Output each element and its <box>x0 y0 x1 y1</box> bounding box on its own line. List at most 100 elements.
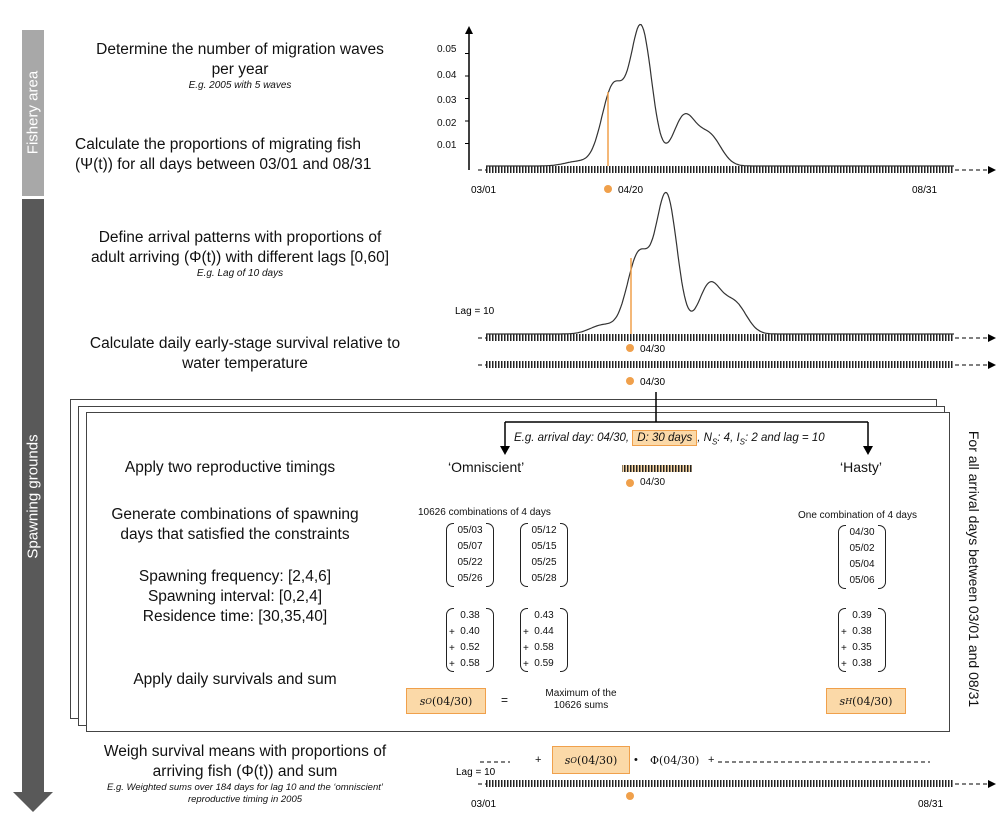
step-weigh-survival-example: E.g. Weighted sums over 184 days for lag… <box>106 782 383 805</box>
plus-sign: + <box>449 659 455 670</box>
matrix-cell: 0.38 <box>852 626 872 637</box>
matrix-cell: 05/03 <box>457 525 483 536</box>
matrix-cell: 05/12 <box>531 525 557 536</box>
matrix-cell: 05/04 <box>849 559 875 570</box>
survival-x-axis-ticks <box>486 361 954 368</box>
bottom-lag-label: Lag = 10 <box>456 767 496 778</box>
step-define-arrival-example: E.g. Lag of 10 days <box>196 268 284 279</box>
matrix-cell: 0.58 <box>534 642 554 653</box>
matrix-omniscient-survival-1: 0.38 0.40 0.52 0.58 <box>446 608 494 672</box>
step-weigh-survival-text: Weigh survival means with proportions of… <box>103 743 387 780</box>
matrix-cell: 0.35 <box>852 642 872 653</box>
step-calc-survival: Calculate daily early-stage survival rel… <box>89 335 401 372</box>
example-line: E.g. arrival day: 04/30, D: 30 days, NS:… <box>514 430 825 447</box>
matrix-cell: 05/25 <box>531 557 557 568</box>
sidebar-spawning-band <box>22 199 44 793</box>
step-weigh-survival: Weigh survival means with proportions of… <box>80 742 410 806</box>
bottom-sum-arg: (04/30) <box>576 753 618 767</box>
bottom-plus-1: + <box>535 754 542 766</box>
y-label: 0.02 <box>437 118 457 129</box>
bottom-plus-2: + <box>708 754 715 766</box>
y-label: 0.04 <box>437 70 457 81</box>
survival-highlight-dot <box>626 377 634 385</box>
matrix-cell: 0.58 <box>460 658 480 669</box>
hasty-sum-arg: (04/30) <box>852 694 893 708</box>
step-define-arrival-text: Define arrival patterns with proportions… <box>90 229 390 266</box>
hasty-sum-symbol: s <box>839 694 846 708</box>
matrix-omniscient-survival-2: 0.43 0.44 0.58 0.59 <box>520 608 568 672</box>
matrix-cell: 05/06 <box>849 575 875 586</box>
example-ns-val: : 4, I <box>717 432 740 444</box>
matrix-cell: 0.52 <box>460 642 480 653</box>
bottom-x-axis-ticks <box>486 780 954 787</box>
example-ns-sub: S <box>711 437 718 447</box>
mini-axis-ticks <box>622 465 692 472</box>
bottom-sum-symbol: s <box>564 753 571 767</box>
step-define-arrival: Define arrival patterns with proportions… <box>80 228 400 280</box>
bottom-dot-operator: • <box>634 754 638 766</box>
bottom-tick-0831: 08/31 <box>918 799 943 810</box>
matrix-cell: 0.38 <box>460 610 480 621</box>
maximum-text: Maximum of the 10626 sums <box>536 688 626 712</box>
y-label: 0.01 <box>437 140 457 151</box>
plus-sign: + <box>841 627 847 638</box>
hasty-sum-sub: H <box>845 696 853 706</box>
omniscient-sum-symbol: s <box>419 694 426 708</box>
maximum-line-2: 10626 sums <box>553 700 609 711</box>
chart2-lag-label: Lag = 10 <box>455 306 495 317</box>
matrix-cell: 05/02 <box>849 543 875 554</box>
constraint-interval: Spawning interval: [0,2,4] <box>147 588 323 605</box>
sidebar-fishery-band <box>22 30 44 196</box>
chart2-curve <box>486 191 954 335</box>
chart1-y-axis-arrow <box>465 26 473 34</box>
omniscient-sum-box: s O (04/30) <box>406 688 486 714</box>
bottom-tick-0301: 03/01 <box>471 799 496 810</box>
example-is-sub: S <box>739 437 746 447</box>
chart2-x-axis-ticks <box>486 334 954 341</box>
matrix-cell: 0.59 <box>534 658 554 669</box>
plus-sign: + <box>449 643 455 654</box>
plus-sign: + <box>449 627 455 638</box>
step-determine-waves-example: E.g. 2005 with 5 waves <box>188 80 292 91</box>
mini-axis-dot <box>626 479 634 487</box>
matrix-omniscient-dates-2: 05/12 05/15 05/25 05/28 <box>520 523 568 587</box>
mini-axis-date: 04/30 <box>640 477 666 488</box>
y-label: 0.05 <box>437 44 457 55</box>
plus-sign: + <box>523 659 529 670</box>
bottom-x-axis-arrow <box>988 780 996 788</box>
connector-right-arrow <box>863 446 873 455</box>
chart1-x-axis-arrow <box>988 166 996 174</box>
omniscient-sum-arg: (04/30) <box>431 694 473 708</box>
chart1-highlight-dot <box>604 185 612 193</box>
step-generate-combos: Generate combinations of spawning days t… <box>111 506 359 543</box>
matrix-cell: 0.43 <box>534 610 554 621</box>
matrix-omniscient-dates-1: 05/03 05/07 05/22 05/26 <box>446 523 494 587</box>
plus-sign: + <box>841 659 847 670</box>
example-residence-highlight: D: 30 days <box>632 430 698 446</box>
chart1-y-ticks <box>465 53 469 144</box>
connector-left-arrow <box>500 446 510 455</box>
chart2-highlight-dot <box>626 344 634 352</box>
combo-right-label: One combination of 4 days <box>798 510 917 521</box>
matrix-cell: 05/22 <box>457 557 483 568</box>
plus-sign: + <box>523 627 529 638</box>
label-omniscient: ‘Omniscient’ <box>448 459 525 475</box>
matrix-cell: 0.40 <box>460 626 480 637</box>
chart1-curve <box>486 23 954 167</box>
survival-date-0430: 04/30 <box>640 377 665 388</box>
chart1-tick-0831: 08/31 <box>912 185 937 196</box>
maximum-line-1: Maximum of the <box>545 688 617 699</box>
combo-left-label: 10626 combinations of 4 days <box>418 507 551 518</box>
equals-sign: = <box>501 693 509 707</box>
chart1-tick-0420: 04/20 <box>618 185 643 196</box>
matrix-cell: 05/07 <box>457 541 483 552</box>
y-label: 0.03 <box>437 95 457 106</box>
plus-sign: + <box>841 643 847 654</box>
survival-x-axis-arrow <box>988 361 996 369</box>
hasty-sum-box: s H (04/30) <box>826 688 906 714</box>
step-reproductive-timings: Apply two reproductive timings <box>124 459 336 476</box>
matrix-cell: 05/15 <box>531 541 557 552</box>
label-hasty: ‘Hasty’ <box>840 459 883 475</box>
chart1-tick-0301: 03/01 <box>471 185 496 196</box>
